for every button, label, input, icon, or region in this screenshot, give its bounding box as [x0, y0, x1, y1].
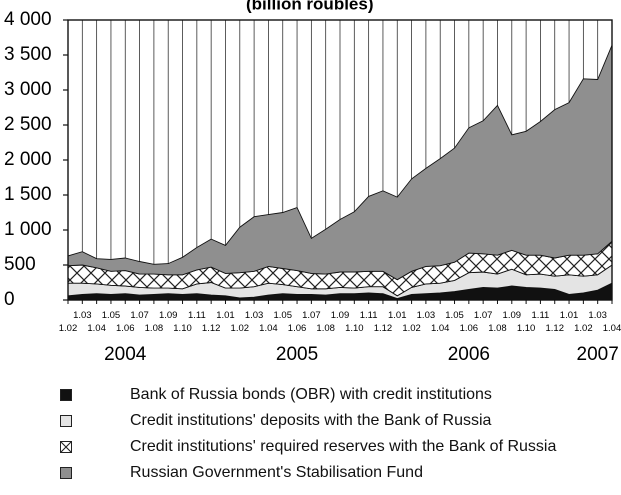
- legend-item-stabilisation-fund: Russian Government's Stabilisation Fund: [60, 460, 600, 486]
- x-tick-label: 1.08: [488, 323, 507, 334]
- x-tick-label: 1.12: [545, 323, 564, 334]
- x-tick-label: 1.05: [445, 310, 464, 321]
- legend-swatch-deposits: [60, 415, 72, 427]
- y-tick-label: 0: [4, 289, 15, 310]
- y-tick-label: 3 000: [4, 79, 52, 100]
- x-tick-label: 1.04: [431, 323, 450, 334]
- x-tick-label: 1.07: [302, 310, 321, 321]
- x-tick-label: 1.11: [188, 310, 206, 321]
- year-label: 2004: [104, 344, 147, 365]
- x-tick-label: 1.09: [331, 310, 350, 321]
- x-tick-label: 1.11: [532, 310, 550, 321]
- x-tick-label: 1.07: [474, 310, 493, 321]
- legend-label-obr: Bank of Russia bonds (OBR) with credit i…: [130, 386, 492, 403]
- legend-label-deposits: Credit institutions' deposits with the B…: [130, 412, 492, 429]
- year-label: 2007: [577, 344, 619, 365]
- x-tick-label: 1.02: [574, 323, 593, 334]
- x-tick-label: 1.01: [388, 310, 407, 321]
- y-tick-label: 1 500: [4, 184, 52, 205]
- legend-item-obr: Bank of Russia bonds (OBR) with credit i…: [60, 382, 600, 408]
- x-tick-label: 1.06: [288, 323, 307, 334]
- x-tick-label: 1.01: [216, 310, 235, 321]
- x-tick-label: 1.08: [316, 323, 335, 334]
- x-tick-label: 1.09: [159, 310, 178, 321]
- x-tick-label: 1.07: [130, 310, 149, 321]
- x-tick-label: 1.04: [603, 323, 621, 334]
- x-tick-label: 1.06: [460, 323, 479, 334]
- x-tick-label: 1.03: [245, 310, 264, 321]
- legend: Bank of Russia bonds (OBR) with credit i…: [60, 382, 600, 486]
- y-tick-label: 500: [4, 254, 36, 275]
- x-tick-label: 1.06: [116, 323, 135, 334]
- legend-swatch-reserves: [60, 441, 72, 453]
- year-labels: 2004 2005 2006 2007: [104, 344, 619, 365]
- legend-item-reserves: Credit institutions' required reserves w…: [60, 434, 600, 460]
- x-tick-label: 1.12: [202, 323, 221, 334]
- x-axis-ticks: 1.02 1.03 1.04 1.05 1.06 1.07 1.08 1.09 1.10 1.11…: [59, 300, 621, 334]
- x-tick-label: 1.05: [273, 310, 292, 321]
- y-tick-label: 4 000: [4, 9, 52, 30]
- x-tick-label: 1.08: [145, 323, 164, 334]
- y-tick-label: 2 500: [4, 114, 52, 135]
- legend-label-reserves: Credit institutions' required reserves w…: [130, 438, 557, 455]
- x-tick-label: 1.04: [87, 323, 106, 334]
- x-tick-label: 1.01: [560, 310, 579, 321]
- x-tick-label: 1.12: [374, 323, 393, 334]
- x-tick-label: 1.02: [231, 323, 250, 334]
- x-tick-label: 1.02: [59, 323, 78, 334]
- x-tick-label: 1.03: [588, 310, 607, 321]
- x-tick-label: 1.02: [402, 323, 421, 334]
- x-tick-label: 1.03: [73, 310, 92, 321]
- x-tick-label: 1.10: [517, 323, 536, 334]
- y-tick-label: 1 000: [4, 219, 52, 240]
- x-tick-label: 1.11: [360, 310, 378, 321]
- x-tick-label: 1.10: [345, 323, 364, 334]
- x-tick-label: 1.09: [503, 310, 522, 321]
- legend-item-deposits: Credit institutions' deposits with the B…: [60, 408, 600, 434]
- y-tick-label: 2 000: [4, 149, 52, 170]
- y-axis-ticks: 0 500 1 000 1 500 2 000 2 500 3 000 3 500 4 000: [4, 9, 68, 310]
- chart: (billion roubles) 0 500 1 000 1 500 2 000 2 5…: [4, 0, 621, 365]
- x-tick-label: 1.10: [173, 323, 192, 334]
- x-tick-label: 1.04: [259, 323, 278, 334]
- legend-swatch-obr: [60, 389, 72, 401]
- chart-title: (billion roubles): [246, 0, 374, 13]
- year-label: 2006: [448, 344, 490, 365]
- year-label: 2005: [276, 344, 318, 365]
- legend-label-stabilisation-fund: Russian Government's Stabilisation Fund: [130, 464, 423, 481]
- x-tick-label: 1.05: [102, 310, 121, 321]
- x-tick-label: 1.03: [417, 310, 436, 321]
- y-tick-label: 3 500: [4, 44, 52, 65]
- legend-swatch-stabilisation-fund: [60, 467, 72, 479]
